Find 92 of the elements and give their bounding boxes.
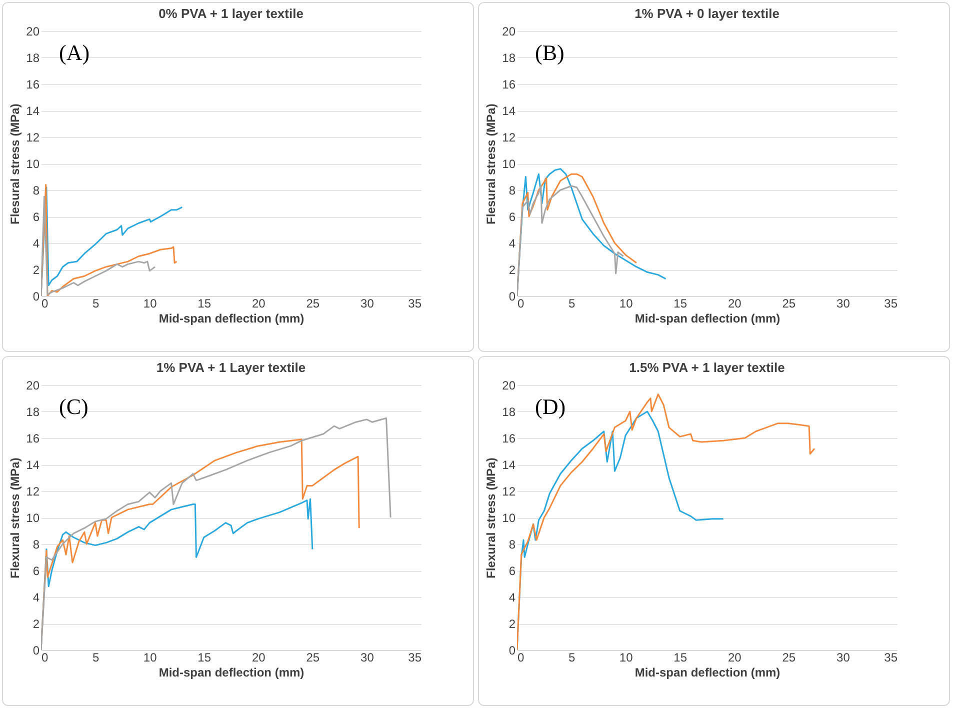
x-axis-title: Mid-span deflection (mm) [158, 666, 304, 680]
y-axis-title: Flesural stress (MPa) [8, 104, 22, 224]
y-tick-label: 6 [508, 564, 516, 578]
x-tick-label: 20 [252, 296, 266, 310]
x-tick-label: 30 [360, 296, 374, 310]
y-tick-label: 10 [26, 157, 40, 171]
y-tick-label: 8 [508, 184, 516, 198]
annotation: (A) [59, 40, 90, 65]
x-tick-label: 20 [252, 650, 266, 664]
y-tick-label: 14 [26, 104, 40, 118]
line-series [41, 417, 392, 650]
y-tick-label: 12 [502, 484, 516, 498]
x-axis-title: Mid-span deflection (mm) [634, 312, 780, 326]
x-tick-label: 5 [568, 296, 576, 310]
chart-title: 1% PVA + 1 Layer textile [156, 360, 306, 375]
y-axis-title: Flexural stress (MPa) [484, 458, 498, 578]
line-series [517, 394, 816, 650]
x-tick-label: 35 [884, 296, 898, 310]
x-tick-label: 35 [884, 650, 898, 664]
chart-title: 1.5% PVA + 1 layer textile [629, 360, 785, 375]
x-tick-label: 30 [836, 650, 850, 664]
annotation: (C) [59, 394, 88, 419]
y-tick-label: 10 [26, 511, 40, 525]
x-tick-label: 0 [518, 650, 524, 664]
x-axis-title: Mid-span deflection (mm) [158, 312, 304, 326]
x-tick-label: 25 [306, 650, 320, 664]
line-series [41, 196, 156, 296]
y-tick-label: 8 [32, 184, 40, 198]
y-tick-label: 20 [26, 378, 40, 392]
x-tick-label: 15 [198, 650, 212, 664]
y-tick-label: 6 [508, 210, 516, 224]
y-tick-label: 12 [26, 484, 40, 498]
x-tick-label: 10 [143, 296, 158, 310]
y-tick-label: 4 [508, 236, 516, 250]
x-tick-label: 25 [306, 296, 320, 310]
y-axis-title: Flexural stress (MPa) [8, 458, 22, 578]
y-tick-label: 16 [26, 432, 40, 446]
chart-title: 0% PVA + 1 layer textile [158, 6, 304, 21]
x-tick-label: 30 [360, 650, 374, 664]
x-tick-label: 15 [674, 650, 688, 664]
y-tick-label: 20 [26, 24, 40, 38]
y-tick-label: 16 [26, 78, 40, 92]
y-tick-label: 20 [502, 24, 516, 38]
x-tick-label: 25 [782, 650, 796, 664]
y-tick-label: 20 [502, 378, 516, 392]
x-tick-label: 15 [198, 296, 212, 310]
y-tick-label: 14 [502, 104, 516, 118]
y-tick-label: 18 [26, 51, 40, 65]
y-tick-label: 10 [502, 511, 516, 525]
y-axis-title: Flesural stress (MPa) [484, 104, 498, 224]
y-tick-label: 2 [32, 617, 40, 631]
line-series [517, 185, 624, 296]
y-tick-label: 8 [508, 538, 516, 552]
y-tick-label: 16 [502, 78, 516, 92]
annotation: (B) [535, 40, 564, 65]
x-tick-label: 20 [728, 296, 742, 310]
y-tick-label: 2 [508, 263, 516, 277]
y-tick-label: 2 [32, 263, 40, 277]
y-tick-label: 4 [32, 236, 40, 250]
chart-title: 1% PVA + 0 layer textile [634, 6, 780, 21]
x-tick-label: 0 [42, 650, 48, 664]
x-tick-label: 35 [408, 650, 422, 664]
x-tick-label: 20 [728, 650, 742, 664]
x-tick-label: 0 [42, 296, 48, 310]
x-axis-title: Mid-span deflection (mm) [634, 666, 780, 680]
y-tick-label: 18 [502, 405, 516, 419]
x-tick-label: 25 [782, 296, 796, 310]
y-tick-label: 6 [32, 564, 40, 578]
x-tick-label: 10 [619, 650, 634, 664]
y-tick-label: 8 [32, 538, 40, 552]
x-tick-label: 10 [619, 296, 634, 310]
y-tick-label: 12 [26, 130, 40, 144]
x-tick-label: 15 [674, 296, 688, 310]
y-tick-label: 4 [32, 590, 40, 604]
y-tick-label: 6 [32, 210, 40, 224]
y-tick-label: 16 [502, 432, 516, 446]
x-tick-label: 5 [92, 650, 100, 664]
x-tick-label: 5 [92, 296, 100, 310]
y-tick-label: 12 [502, 130, 516, 144]
y-tick-label: 14 [26, 458, 40, 472]
x-tick-label: 10 [143, 650, 158, 664]
x-tick-label: 5 [568, 650, 576, 664]
y-tick-label: 18 [26, 405, 40, 419]
y-tick-label: 2 [508, 617, 516, 631]
annotation: (D) [535, 394, 566, 419]
y-tick-label: 4 [508, 590, 516, 604]
y-tick-label: 14 [502, 458, 516, 472]
y-tick-label: 10 [502, 157, 516, 171]
x-tick-label: 35 [408, 296, 422, 310]
x-tick-label: 30 [836, 296, 850, 310]
x-tick-label: 0 [518, 296, 524, 310]
y-tick-label: 18 [502, 51, 516, 65]
